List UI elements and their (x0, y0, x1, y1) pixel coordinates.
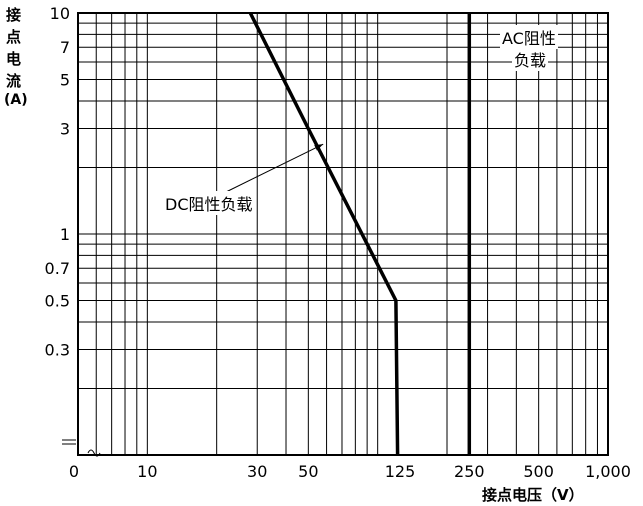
x-tick-label: 50 (298, 462, 318, 481)
x-axis-label: 接点电压（V） (482, 486, 584, 504)
y-axis-label-char: 点 (6, 28, 22, 46)
x-tick-label-origin: 0 (69, 462, 79, 481)
y-tick-label: 0.7 (45, 259, 70, 278)
y-axis-label-char: 电 (6, 50, 22, 68)
y-tick-label: 5 (60, 71, 70, 90)
x-tick-label: 10 (137, 462, 157, 481)
x-tick-label: 125 (385, 462, 416, 481)
ac-series-label-line2: 负载 (512, 47, 549, 71)
y-tick-label: 1 (60, 225, 70, 244)
y-tick-label: 7 (60, 38, 70, 57)
axis-break-mark (87, 449, 101, 457)
y-tick-label: 10 (50, 4, 70, 23)
dc-label-arrowhead (314, 144, 324, 151)
grid-lines (78, 13, 608, 455)
y-axis-label-char: 接 (6, 6, 22, 24)
y-axis-label-char: 流 (6, 72, 22, 90)
y-tick-label: 0.3 (45, 341, 70, 360)
plot-frame (77, 12, 609, 456)
y-tick-label: 3 (60, 120, 70, 139)
ac-series-label-line1: AC阻性 (500, 25, 558, 49)
decorations (62, 143, 324, 457)
x-tick-label: 250 (454, 462, 485, 481)
x-tick-label: 1,000 (585, 462, 631, 481)
y-tick-labels: 10 7 5 3 1 0.7 0.5 0.3 (45, 4, 70, 360)
series-line-dc (248, 12, 400, 456)
dc-label-leader (225, 143, 324, 193)
series-lines (248, 12, 472, 456)
plot-border (77, 12, 609, 456)
y-axis-label-char: (A) (4, 92, 28, 108)
y-tick-label: 0.5 (45, 292, 70, 311)
x-tick-label: 30 (247, 462, 267, 481)
x-tick-label: 500 (523, 462, 554, 481)
x-tick-labels: 0 10 30 50 125 250 500 1,000 (69, 462, 631, 481)
dc-series-label: DC阻性负载 (165, 191, 253, 215)
